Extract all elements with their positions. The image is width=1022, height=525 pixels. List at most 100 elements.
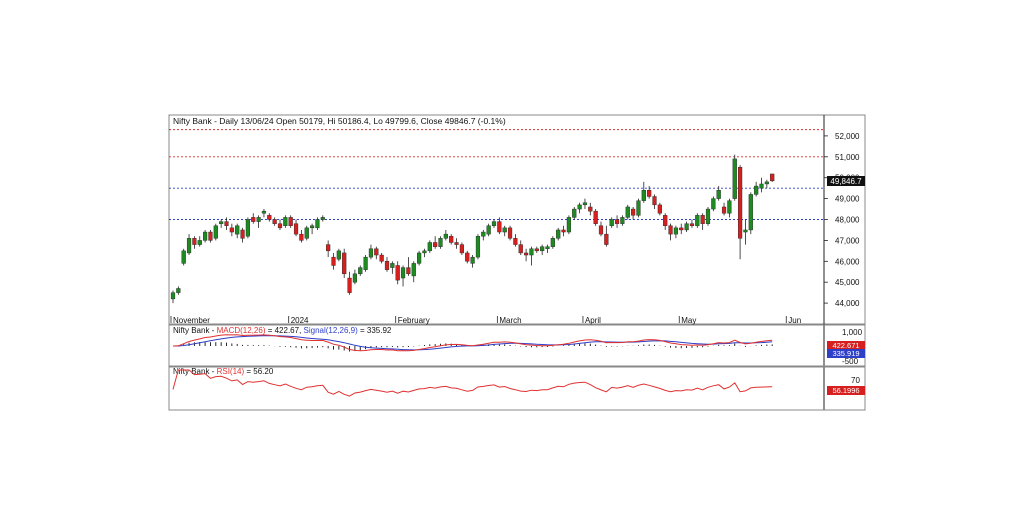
candle-body [170, 292, 176, 300]
price-tick-label: 47,000 [835, 236, 860, 245]
candle-body [513, 238, 518, 245]
candle-body [293, 223, 299, 235]
candle-body [251, 217, 256, 222]
candle-body [566, 217, 571, 233]
candle-body [304, 227, 309, 239]
candle-body [732, 158, 737, 199]
candle-body [256, 217, 261, 222]
price-axis: 52,00051,00050,00049,00048,00047,00046,0… [824, 132, 860, 308]
candle-body [245, 219, 250, 237]
time-tick-label: May [681, 316, 696, 325]
candle-body [320, 217, 325, 220]
candle-body [310, 225, 315, 229]
candle-body [288, 217, 293, 226]
candle-body [347, 277, 352, 293]
price-tick-label: 48,000 [835, 216, 860, 225]
price-tick-label: 49,000 [835, 195, 860, 204]
candle-body [534, 248, 539, 252]
candle-body [352, 273, 357, 283]
candle-body [748, 194, 753, 231]
macd-line [172, 334, 773, 352]
candle-body [614, 219, 620, 224]
candle-body [272, 219, 277, 224]
candle-body [449, 236, 454, 243]
candle-body [577, 204, 582, 210]
candle-body [384, 261, 390, 270]
candle-body [524, 252, 529, 256]
candle-body [572, 208, 577, 218]
reference-lines [169, 129, 824, 220]
candle-body [593, 210, 598, 224]
candle-body [556, 229, 561, 239]
candle-body [673, 227, 678, 235]
time-tick-label: April [585, 316, 601, 325]
candle-body [689, 223, 695, 226]
candle-body [631, 208, 636, 216]
candle-body [764, 181, 769, 185]
candle-body [684, 223, 689, 231]
time-tick-label: 2024 [291, 316, 309, 325]
candle-body [598, 225, 604, 235]
candle-body [770, 173, 775, 182]
signal-series-name: Signal(12,26,9) [304, 326, 359, 335]
candle-body [235, 225, 240, 235]
rsi-panel-frame [168, 366, 866, 411]
price-tick-label: 44,000 [835, 299, 860, 308]
candle-body [368, 248, 374, 258]
candle-body [716, 190, 721, 199]
price-tick-label: 52,000 [835, 132, 860, 141]
candle-body [529, 248, 534, 256]
candle-body [475, 236, 481, 258]
candle-body [213, 225, 218, 239]
candle-body [197, 240, 202, 245]
candle-body [545, 246, 550, 249]
price-tick-label: 45,000 [835, 278, 860, 287]
candle-body [277, 223, 283, 229]
candle-body [176, 288, 181, 293]
candle-body [417, 252, 422, 264]
candle-body [358, 267, 363, 275]
candle-body [379, 254, 384, 262]
candle-body [363, 256, 368, 270]
candle-body [550, 238, 555, 247]
candle-body [711, 198, 716, 210]
candle-body [502, 227, 507, 233]
time-tick-label: Jun [788, 316, 801, 325]
candle-body [315, 219, 320, 229]
macd-label-prefix: Nifty Bank - [173, 326, 217, 335]
candle-body [604, 233, 609, 245]
candle-body [202, 231, 208, 241]
candle-body [422, 250, 427, 254]
candle-body [219, 221, 224, 224]
signal-line [173, 335, 773, 351]
candle-body [181, 250, 186, 264]
candle-body [374, 248, 379, 256]
candle-body [342, 252, 347, 275]
candle-body [657, 204, 662, 214]
candle-body [486, 225, 491, 235]
macd-value-label: 422.671 [832, 341, 859, 350]
candle-body [331, 256, 336, 266]
candle-body [743, 229, 748, 233]
chart-title: Nifty Bank - Daily 13/06/24 Open 50179, … [173, 116, 506, 126]
signal-value-label: 335.919 [832, 349, 859, 358]
candle-body [283, 217, 288, 226]
candle-body [620, 217, 625, 224]
rsi-tick-70: 70 [851, 376, 860, 385]
last-price-label: 49,846.7 [830, 177, 862, 186]
candle-body [186, 238, 192, 254]
candle-body [721, 206, 727, 214]
candle-body [727, 200, 732, 214]
rsi-series-value: = 56.20 [244, 367, 274, 376]
rsi-line [172, 369, 773, 397]
rsi-value-badge [827, 386, 865, 395]
candle-body [459, 244, 464, 254]
candle-body [705, 208, 711, 224]
macd-tick-1000: 1,000 [842, 328, 863, 337]
candlestick-series [170, 154, 775, 304]
candle-body [540, 246, 545, 252]
candle-body [695, 215, 700, 226]
candle-body [400, 267, 406, 279]
candle-body [738, 167, 743, 239]
candle-body [224, 221, 229, 226]
